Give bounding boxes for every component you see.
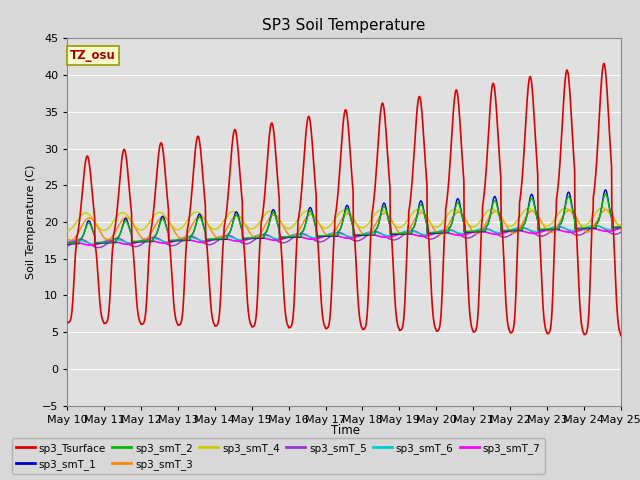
sp3_smT_7 (584, 226, 591, 231)
Y-axis label: Soil Temperature (C): Soil Temperature (C) (26, 165, 36, 279)
Text: Time: Time (331, 424, 360, 437)
Line: sp3_Tsurface: sp3_Tsurface (67, 63, 621, 336)
sp3_smT_1 (617, 225, 625, 230)
sp3_smT_3 (360, 232, 368, 238)
sp3_smT_3 (584, 229, 591, 235)
sp3_smT_2 (602, 192, 609, 197)
sp3_smT_7 (505, 228, 513, 234)
sp3_smT_6 (360, 231, 368, 237)
sp3_smT_3 (63, 235, 71, 241)
sp3_smT_7 (372, 232, 380, 238)
sp3_smT_4 (372, 210, 380, 216)
sp3_smT_7 (568, 229, 576, 235)
Title: SP3 Soil Temperature: SP3 Soil Temperature (262, 18, 426, 33)
sp3_smT_4 (505, 223, 513, 229)
sp3_smT_1 (584, 226, 591, 231)
sp3_smT_5 (218, 235, 226, 240)
Legend: sp3_Tsurface, sp3_smT_1, sp3_smT_2, sp3_smT_3, sp3_smT_4, sp3_smT_5, sp3_smT_6, : sp3_Tsurface, sp3_smT_1, sp3_smT_2, sp3_… (12, 438, 545, 474)
sp3_smT_6 (372, 229, 380, 235)
sp3_smT_6 (590, 223, 598, 228)
sp3_smT_4 (598, 205, 606, 211)
sp3_Tsurface (360, 326, 368, 332)
sp3_smT_3 (67, 238, 75, 243)
sp3_smT_6 (568, 228, 576, 233)
sp3_smT_2 (372, 227, 380, 232)
sp3_smT_4 (568, 210, 575, 216)
sp3_smT_3 (568, 209, 576, 215)
Line: sp3_smT_3: sp3_smT_3 (67, 210, 621, 240)
sp3_smT_2 (218, 236, 225, 241)
sp3_smT_4 (584, 221, 591, 227)
sp3_smT_3 (617, 227, 625, 232)
sp3_smT_3 (505, 227, 513, 233)
sp3_smT_6 (218, 233, 226, 239)
sp3_smT_4 (63, 228, 71, 234)
sp3_Tsurface (617, 333, 625, 338)
sp3_smT_5 (360, 235, 368, 240)
sp3_smT_7 (617, 225, 625, 231)
sp3_smT_1 (360, 232, 368, 238)
Line: sp3_smT_6: sp3_smT_6 (67, 226, 621, 244)
sp3_smT_1 (568, 203, 575, 208)
sp3_smT_7 (87, 242, 95, 248)
sp3_smT_1 (505, 228, 513, 234)
sp3_smT_5 (505, 233, 513, 239)
Line: sp3_smT_7: sp3_smT_7 (67, 228, 621, 245)
sp3_smT_1 (218, 237, 225, 242)
sp3_smT_4 (218, 221, 225, 227)
sp3_smT_5 (95, 245, 102, 251)
sp3_smT_5 (593, 223, 601, 229)
sp3_smT_3 (602, 207, 610, 213)
sp3_Tsurface (505, 326, 513, 332)
sp3_smT_7 (218, 235, 226, 241)
sp3_Tsurface (584, 327, 591, 333)
sp3_smT_5 (63, 244, 71, 250)
sp3_Tsurface (218, 274, 225, 279)
sp3_smT_2 (584, 225, 591, 231)
sp3_smT_2 (568, 204, 575, 210)
sp3_smT_2 (505, 227, 513, 233)
Line: sp3_smT_5: sp3_smT_5 (67, 226, 621, 248)
Line: sp3_smT_2: sp3_smT_2 (67, 194, 621, 243)
Line: sp3_smT_4: sp3_smT_4 (67, 208, 621, 231)
sp3_smT_1 (63, 241, 71, 247)
sp3_smT_1 (372, 227, 380, 233)
sp3_smT_6 (505, 228, 513, 234)
sp3_smT_7 (360, 232, 368, 238)
sp3_smT_6 (90, 241, 98, 247)
sp3_smT_2 (360, 231, 368, 237)
sp3_smT_4 (617, 222, 625, 228)
sp3_smT_6 (584, 224, 591, 230)
sp3_smT_5 (617, 229, 625, 235)
sp3_smT_7 (63, 240, 71, 246)
sp3_smT_5 (372, 229, 380, 235)
sp3_smT_6 (63, 240, 71, 245)
sp3_Tsurface (600, 60, 608, 66)
sp3_smT_2 (617, 224, 625, 229)
sp3_Tsurface (63, 320, 71, 325)
sp3_smT_3 (372, 220, 380, 226)
sp3_smT_3 (218, 233, 226, 239)
sp3_Tsurface (568, 122, 575, 128)
sp3_smT_5 (584, 228, 591, 234)
sp3_smT_2 (63, 240, 71, 246)
sp3_smT_5 (568, 230, 576, 236)
Line: sp3_smT_1: sp3_smT_1 (67, 190, 621, 244)
Text: TZ_osu: TZ_osu (70, 49, 116, 62)
sp3_smT_4 (360, 225, 368, 230)
sp3_Tsurface (372, 173, 380, 179)
sp3_smT_1 (602, 187, 609, 193)
sp3_smT_6 (617, 224, 625, 230)
